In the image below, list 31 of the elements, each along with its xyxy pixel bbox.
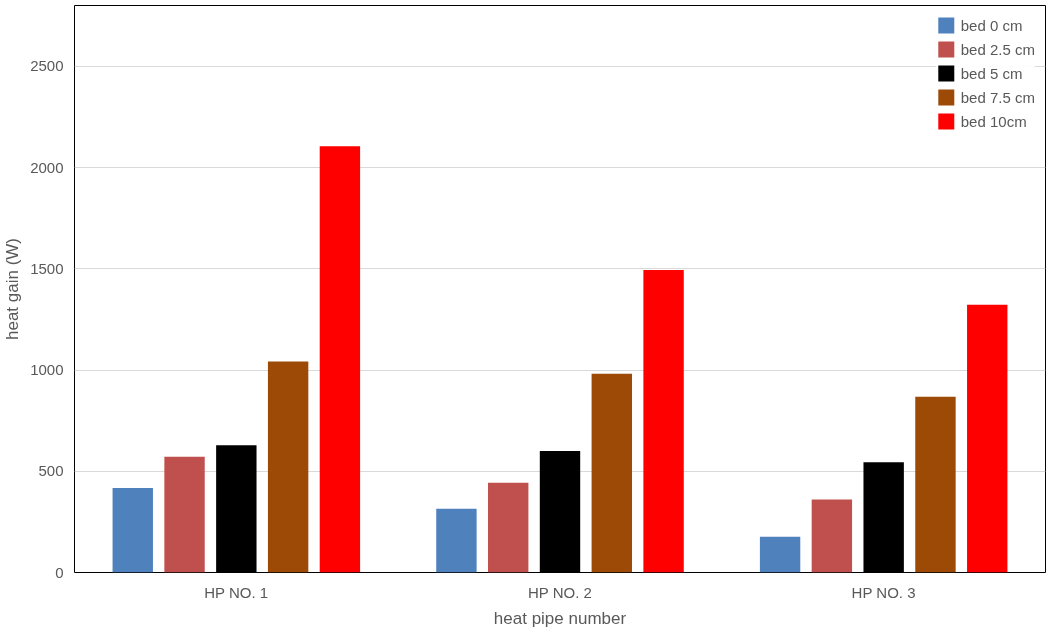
bar [319,146,361,573]
y-tick-label: 2000 [30,158,64,176]
bar [539,451,581,573]
bar [216,445,257,573]
bar [863,462,904,573]
bar [591,373,632,573]
legend-label: bed 10cm [960,112,1027,130]
bar [967,304,1008,573]
bar [915,396,956,573]
legend-label: bed 5 cm [960,64,1023,82]
x-axis-title: heat pipe number [493,608,627,628]
bar [488,482,529,573]
y-tick-label: 1500 [30,259,64,277]
legend-label: bed 0 cm [960,16,1023,34]
bar [436,508,477,573]
legend-label: bed 7.5 cm [960,88,1035,106]
bar [112,488,153,573]
y-tick-label: 0 [55,563,64,581]
bar [759,536,801,573]
x-tick-label: HP NO. 2 [527,583,592,601]
bar [267,361,309,573]
y-tick-label: 2500 [30,57,64,75]
x-tick-label: HP NO. 1 [204,583,269,601]
y-tick-label: 1000 [30,361,64,378]
bar [811,499,853,573]
bar [164,456,205,573]
x-tick-label: HP NO. 3 [851,583,916,601]
y-tick-label: 500 [38,462,64,480]
legend-label: bed 2.5 cm [960,40,1035,58]
y-axis-title: heat gain (W) [3,237,23,341]
bar [643,269,684,573]
